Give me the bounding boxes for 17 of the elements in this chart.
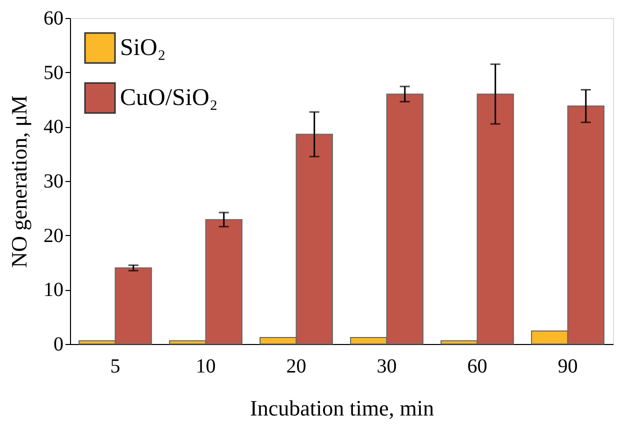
y-tick-label: 60 — [44, 8, 64, 30]
x-tick-label: 20 — [286, 356, 306, 378]
x-tick-label: 10 — [196, 356, 216, 378]
y-tick-label: 30 — [44, 170, 64, 192]
x-tick-label: 30 — [376, 356, 397, 378]
x-tick-label: 5 — [110, 356, 120, 378]
y-tick-label: 40 — [44, 116, 64, 138]
legend-label: CuO/SiO₂ — [120, 85, 218, 111]
x-tick-label: 90 — [558, 356, 578, 378]
y-tick-label: 50 — [44, 62, 64, 84]
y-tick-label: 10 — [44, 279, 64, 302]
y-tick-label: 20 — [44, 224, 64, 247]
legend-label: SiO₂ — [120, 35, 166, 61]
y-axis-title: NO generation, μM — [6, 95, 32, 268]
x-tick-label: 60 — [467, 356, 488, 378]
y-tick-label: 0 — [54, 334, 64, 356]
x-axis-title: Incubation time, min — [250, 396, 434, 420]
